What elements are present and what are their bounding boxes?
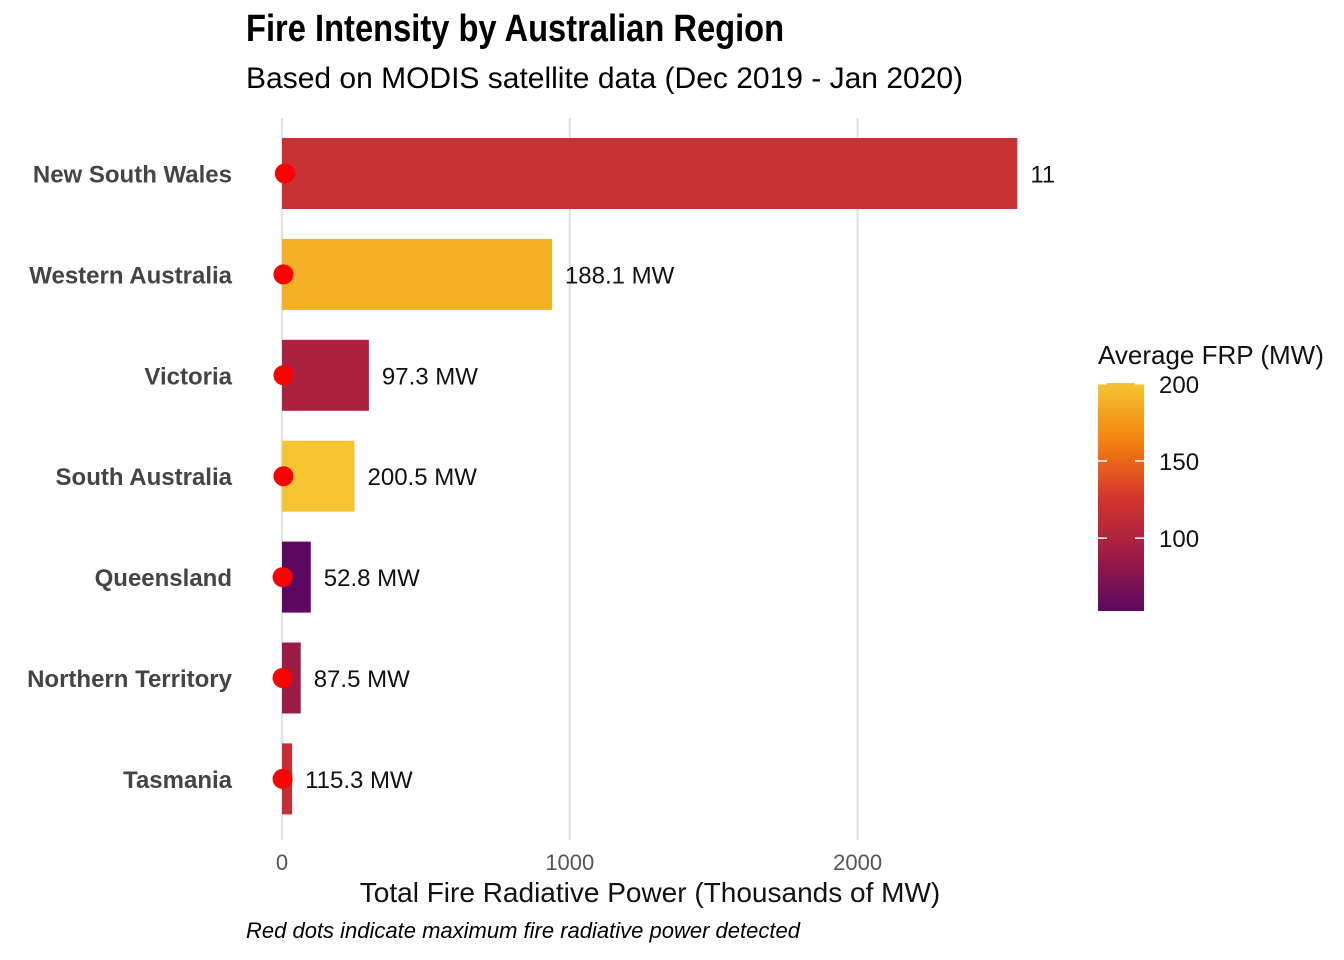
max-frp-point: [272, 668, 293, 688]
chart-caption: Red dots indicate maximum fire radiative…: [246, 918, 800, 943]
bar-layer: [282, 138, 1018, 815]
category-label: Northern Territory: [27, 666, 233, 693]
chart-title: Fire Intensity by Australian Region: [246, 8, 785, 50]
bar: [282, 138, 1018, 209]
value-label: 11: [1030, 162, 1055, 189]
chart-subtitle: Based on MODIS satellite data (Dec 2019 …: [246, 62, 964, 95]
category-label: South Australia: [56, 464, 233, 491]
colorbar-tick-label: 200: [1159, 372, 1199, 399]
legend-title: Average FRP (MW): [1098, 340, 1324, 370]
category-label: Tasmania: [123, 767, 233, 794]
axis-layer: New South Wales Western Australia Victoria…: [27, 162, 882, 876]
max-frp-point: [273, 365, 294, 386]
value-label: 200.5 MW: [368, 464, 478, 491]
x-axis-title: Total Fire Radiative Power (Thousands of…: [360, 877, 940, 908]
category-label: Western Australia: [29, 262, 232, 289]
colorbar-tick-label: 150: [1159, 449, 1199, 476]
bar: [282, 339, 369, 411]
colorbar-legend: Average FRP (MW) 100 150 200: [1098, 340, 1324, 611]
x-tick-label: 0: [276, 850, 288, 875]
value-label: 87.5 MW: [314, 666, 410, 693]
category-label: Victoria: [144, 363, 232, 390]
colorbar-tick-label: 100: [1159, 526, 1199, 553]
category-label: New South Wales: [33, 162, 232, 189]
bar: [282, 440, 355, 512]
x-tick-label: 2000: [833, 850, 882, 875]
colorbar: [1098, 383, 1144, 611]
label-layer: 11 188.1 MW 97.3 MW 200.5 MW 52.8 MW 87.5 MW 1…: [305, 162, 1055, 794]
max-frp-point: [272, 567, 293, 588]
value-label: 97.3 MW: [382, 363, 478, 390]
max-frp-point: [273, 264, 294, 285]
x-tick-label: 1000: [545, 850, 594, 875]
max-frp-point: [274, 163, 295, 184]
value-label: 188.1 MW: [565, 262, 675, 289]
category-label: Queensland: [95, 565, 232, 592]
bar: [282, 238, 552, 310]
value-label: 52.8 MW: [324, 565, 420, 592]
point-layer: [272, 163, 295, 789]
max-frp-point: [273, 466, 294, 487]
value-label: 115.3 MW: [305, 767, 413, 794]
max-frp-point: [272, 768, 293, 789]
